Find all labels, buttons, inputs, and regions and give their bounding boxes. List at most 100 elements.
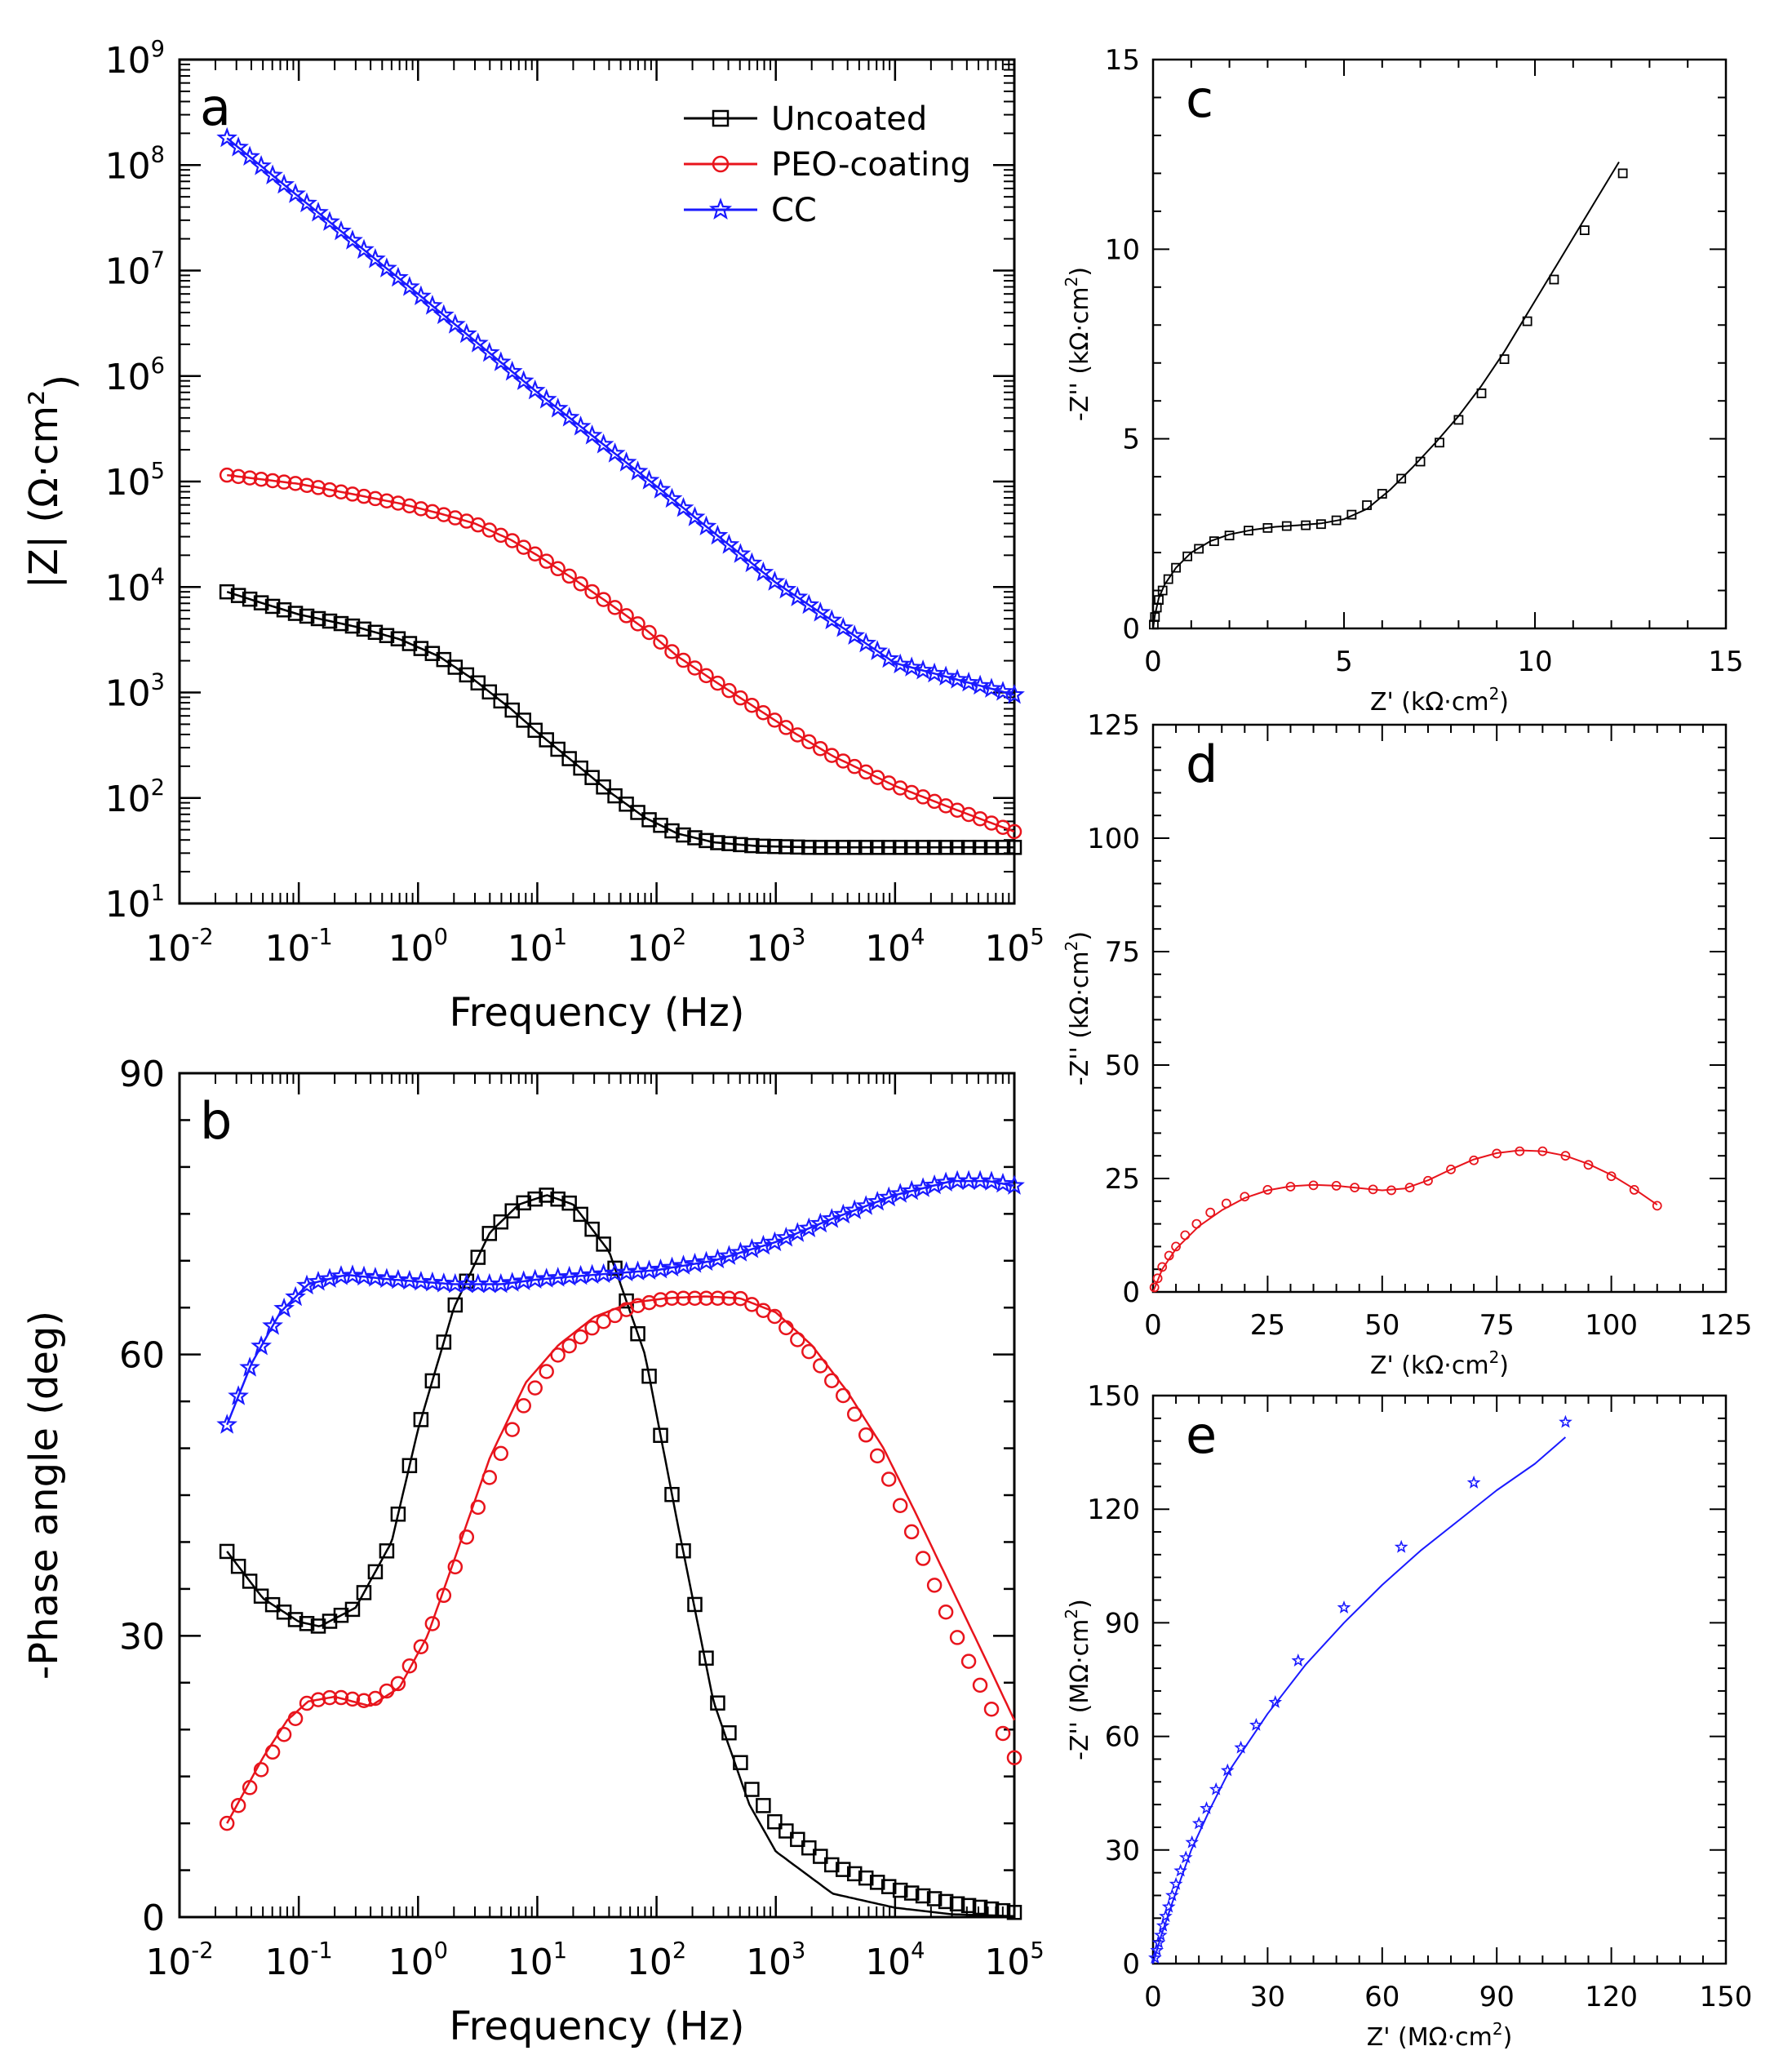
data-point [1453,415,1464,425]
data-point [1159,1909,1173,1923]
data-point [630,616,645,632]
data-point [413,1639,429,1654]
data-point [353,1265,375,1286]
data-point [501,360,523,381]
data-point [1006,1750,1022,1765]
data-point [1268,1695,1283,1708]
data-point [752,561,774,582]
data-point [604,442,626,463]
data-point [1164,1250,1174,1261]
data-point [1152,1273,1163,1284]
data-point [1178,1850,1193,1864]
x-tick-label: 60 [1364,1981,1399,2013]
data-point [470,1249,486,1265]
x-tick-label: 101 [508,1938,567,1983]
x-axis-title: Frequency (Hz) [450,990,745,1036]
data-point [1362,500,1372,510]
x-tick-label: 100 [388,1938,448,1983]
data-point [1423,1175,1433,1186]
data-point [699,668,714,684]
x-axis-title: Frequency (Hz) [450,2004,745,2049]
data-point [1148,1951,1162,1964]
data-point [584,1221,600,1237]
data-point [867,1190,889,1211]
data-point [641,624,657,641]
x-tick-label: 10-1 [265,1938,333,1983]
data-point [230,588,246,603]
data-point [744,1297,760,1312]
data-point [596,1313,611,1329]
data-point [299,1616,315,1631]
data-point [810,601,832,622]
data-point [561,1195,577,1211]
data-point [367,1690,384,1707]
y-tick-label: 102 [105,775,165,820]
data-point [995,1725,1011,1742]
data-point [733,690,748,706]
data-point [721,1290,737,1306]
x-tick-label: 105 [984,1938,1044,1983]
data-point [1396,473,1407,484]
data-point [1350,1183,1360,1193]
data-point [992,1172,1014,1193]
x-tick-label: 0 [1144,1309,1162,1342]
data-point [1006,1905,1022,1920]
data-point [1617,168,1628,179]
data-point [676,1290,691,1306]
data-point [798,593,820,615]
data-point [550,741,566,757]
x-tick-label: 50 [1364,1309,1399,1342]
data-point [867,640,889,660]
y-tick-label: 60 [1105,1721,1140,1754]
data-point [1164,1888,1179,1902]
x-tick-label: 100 [1585,1309,1638,1342]
data-point [379,1683,395,1699]
data-point [455,322,477,344]
data-point [607,600,623,615]
data-point [1346,509,1357,520]
data-point [344,1601,361,1618]
data-point [880,840,897,855]
data-point [527,546,543,562]
data-point [801,1840,817,1856]
data-point [299,477,315,494]
y-tick-label: 125 [1087,709,1140,742]
data-point [756,705,771,721]
data-point [342,229,363,250]
data-point [721,1724,737,1741]
data-point [615,451,637,472]
data-point [344,486,361,502]
y-tick-label: 75 [1105,936,1140,969]
data-point [846,840,863,855]
data-point [1194,544,1204,554]
data-point [561,751,577,766]
data-point [607,788,623,804]
data-point [287,1711,304,1726]
data-point [375,257,397,277]
data-point [401,1658,418,1674]
data-point [810,1212,832,1233]
data-point [878,1186,900,1207]
data-point [493,693,509,709]
data-point [960,840,977,855]
data-point [379,628,395,643]
data-point [676,1542,691,1559]
data-point [459,667,475,683]
data-point [1331,515,1342,526]
data-point [627,1260,649,1281]
data-point [844,624,866,645]
data-point [695,515,717,536]
data-point [379,493,395,508]
fit-line [1152,1436,1567,1964]
data-point [287,1612,304,1627]
data-point [1629,1185,1639,1195]
data-point [1224,530,1235,541]
data-point [264,598,281,615]
data-point [687,660,703,676]
legend: Uncoated PEO-coating CC [684,100,971,229]
plot-frame [1151,723,1728,1294]
data-point [1368,1184,1378,1195]
x-tick-label: 104 [865,925,925,970]
data-point [390,631,406,646]
data-point [251,1335,273,1356]
